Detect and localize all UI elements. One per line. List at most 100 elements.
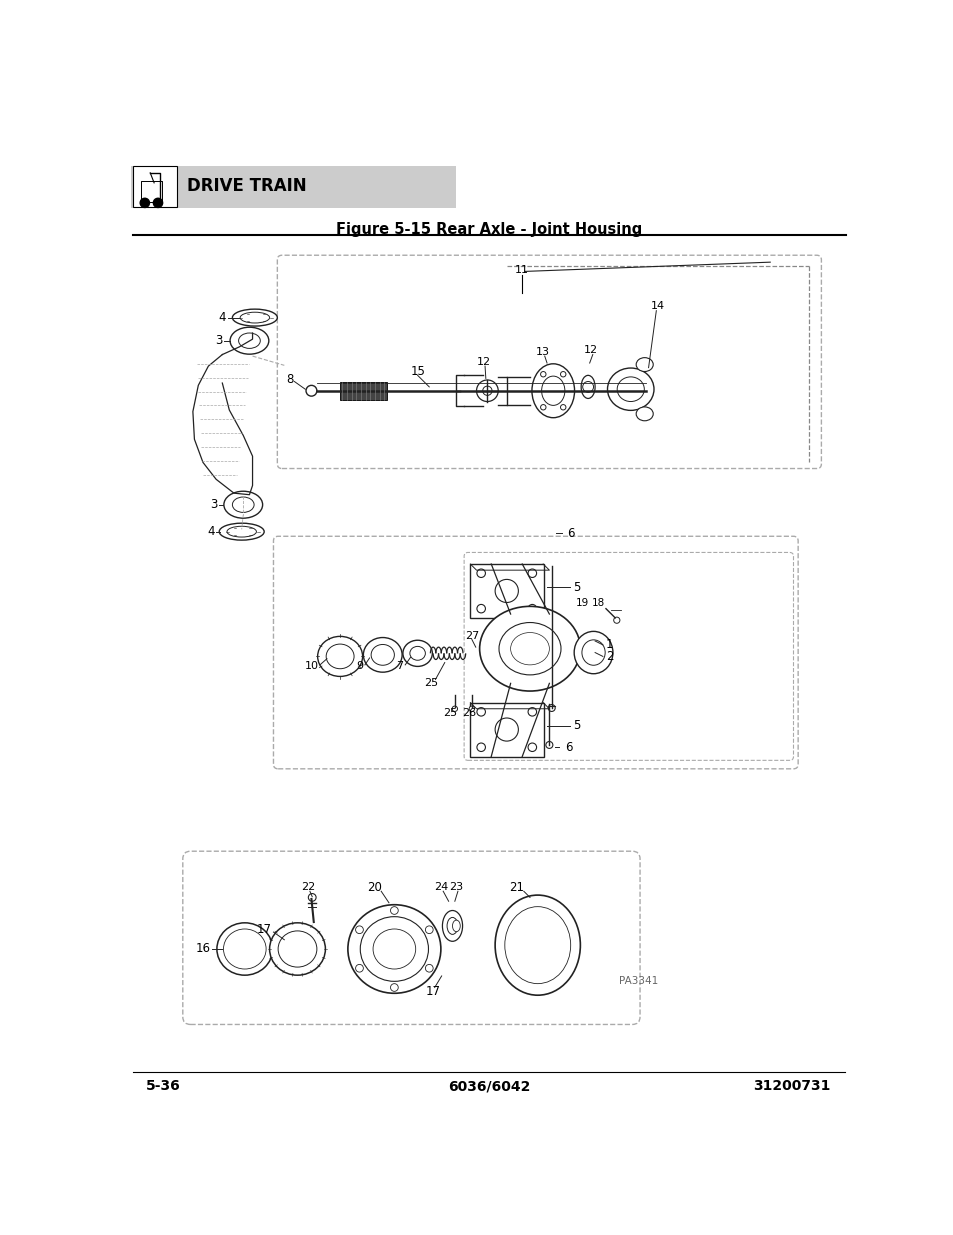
Ellipse shape [270, 923, 325, 976]
Ellipse shape [240, 312, 270, 324]
Ellipse shape [371, 645, 394, 666]
Text: 25: 25 [424, 678, 438, 688]
Ellipse shape [574, 631, 612, 674]
Text: PA3341: PA3341 [618, 977, 658, 987]
Text: 6: 6 [564, 741, 572, 753]
Text: 20: 20 [367, 881, 382, 894]
Circle shape [425, 926, 433, 934]
Ellipse shape [636, 358, 653, 372]
Text: 6036/6042: 6036/6042 [447, 1079, 530, 1093]
Text: 5: 5 [572, 580, 579, 594]
Ellipse shape [495, 895, 579, 995]
Ellipse shape [410, 646, 425, 661]
Circle shape [140, 199, 150, 207]
Ellipse shape [348, 905, 440, 993]
Ellipse shape [363, 637, 402, 672]
Ellipse shape [224, 492, 262, 519]
Circle shape [476, 380, 497, 401]
Circle shape [153, 199, 162, 207]
Text: 18: 18 [591, 598, 604, 608]
Ellipse shape [317, 636, 362, 677]
Circle shape [582, 382, 593, 393]
Circle shape [528, 743, 536, 751]
Ellipse shape [442, 910, 462, 941]
Ellipse shape [617, 377, 643, 401]
Bar [470, 703, 543, 757]
Text: 22: 22 [301, 882, 315, 893]
Circle shape [476, 743, 485, 751]
Circle shape [528, 708, 536, 716]
Text: 23: 23 [449, 882, 463, 893]
Text: 5-36: 5-36 [146, 1079, 181, 1093]
Ellipse shape [216, 923, 273, 976]
Ellipse shape [607, 368, 654, 410]
Circle shape [476, 708, 485, 716]
Text: 19: 19 [576, 598, 589, 608]
Ellipse shape [504, 906, 570, 983]
Text: 2: 2 [605, 650, 613, 663]
Text: 4: 4 [207, 525, 214, 538]
Ellipse shape [479, 606, 579, 692]
Text: 26: 26 [462, 708, 476, 718]
Circle shape [390, 906, 397, 914]
Text: 7: 7 [396, 661, 403, 671]
Circle shape [390, 983, 397, 992]
Ellipse shape [360, 916, 428, 982]
Circle shape [355, 926, 363, 934]
Ellipse shape [498, 622, 560, 674]
Ellipse shape [447, 918, 457, 935]
Ellipse shape [219, 524, 264, 540]
Ellipse shape [238, 333, 260, 348]
Text: 1: 1 [605, 638, 613, 651]
Circle shape [540, 372, 545, 377]
Text: 4: 4 [218, 311, 226, 324]
Text: 27: 27 [464, 631, 478, 641]
Text: 17: 17 [256, 924, 272, 936]
Text: 5: 5 [572, 719, 579, 732]
Circle shape [560, 372, 565, 377]
Text: 12: 12 [583, 345, 597, 354]
Circle shape [476, 569, 485, 578]
Circle shape [528, 569, 536, 578]
Ellipse shape [223, 929, 266, 969]
Text: 15: 15 [410, 366, 425, 378]
Circle shape [452, 706, 457, 711]
Bar [133, 165, 177, 206]
Circle shape [560, 405, 565, 410]
Ellipse shape [532, 364, 574, 417]
Text: 6: 6 [567, 526, 574, 540]
Circle shape [495, 718, 517, 741]
Text: 14: 14 [650, 301, 664, 311]
Text: DRIVE TRAIN: DRIVE TRAIN [187, 177, 306, 195]
Text: 12: 12 [476, 357, 490, 367]
Circle shape [308, 894, 315, 902]
FancyBboxPatch shape [131, 165, 456, 209]
Ellipse shape [636, 406, 653, 421]
Circle shape [528, 604, 536, 613]
Ellipse shape [373, 929, 416, 969]
Circle shape [425, 965, 433, 972]
Ellipse shape [541, 377, 564, 405]
Ellipse shape [233, 309, 277, 326]
Text: 16: 16 [195, 942, 211, 956]
Circle shape [469, 706, 474, 711]
Text: 21: 21 [509, 881, 524, 894]
Circle shape [495, 579, 517, 603]
Bar [470, 564, 543, 618]
Bar [340, 382, 386, 400]
Text: 31200731: 31200731 [753, 1079, 830, 1093]
Ellipse shape [278, 931, 316, 967]
Ellipse shape [510, 632, 549, 664]
Ellipse shape [580, 375, 595, 399]
Ellipse shape [452, 920, 459, 931]
Ellipse shape [402, 640, 432, 667]
Text: 9: 9 [355, 661, 363, 671]
Text: 17: 17 [425, 984, 440, 998]
Text: 25: 25 [442, 708, 456, 718]
Ellipse shape [230, 327, 269, 354]
Ellipse shape [233, 496, 253, 513]
Ellipse shape [581, 640, 604, 666]
Circle shape [476, 604, 485, 613]
Text: 3: 3 [214, 335, 222, 347]
Text: 8: 8 [286, 373, 294, 385]
